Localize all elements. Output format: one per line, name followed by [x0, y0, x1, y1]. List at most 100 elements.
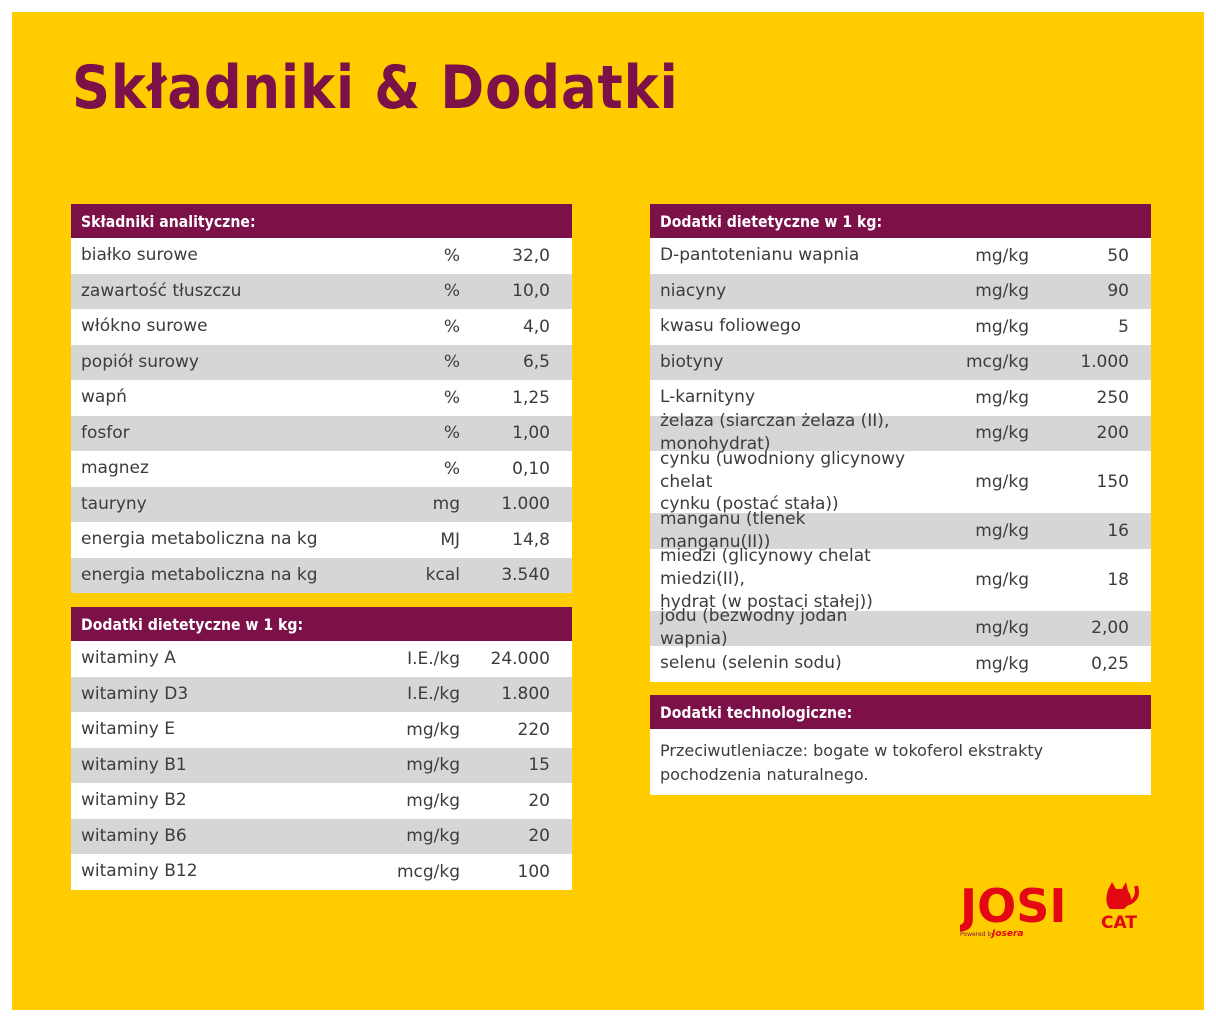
- row-name: magnez: [81, 458, 149, 479]
- row-name: miedzi (glicynowy chelat miedzi(II), hydr…: [660, 546, 873, 612]
- table-row: niacyny mg/kg 90: [650, 273, 1151, 309]
- table-row: żelaza (siarczan żelaza (II), monohydrat…: [650, 411, 1151, 454]
- row-unit: %: [443, 458, 460, 479]
- row-name: witaminy B1: [81, 754, 187, 775]
- row-value: 6,5: [522, 352, 550, 373]
- row-name: L-karnityny: [660, 387, 756, 408]
- table-row: selenu (selenin sodu) mg/kg 0,25: [650, 646, 1151, 682]
- row-value: 2,00: [1091, 618, 1129, 639]
- row-unit: mg/kg: [975, 472, 1029, 492]
- row-value: 1,25: [512, 387, 550, 408]
- row-unit: mg/kg: [975, 569, 1029, 590]
- row-unit: mg/kg: [975, 245, 1029, 266]
- row-unit: mcg/kg: [396, 861, 460, 882]
- row-unit: mg/kg: [975, 316, 1029, 337]
- row-value: 1.000: [501, 494, 550, 515]
- table-row: zawartość tłuszczu% 10,0: [71, 273, 572, 309]
- row-unit: mg/kg: [975, 387, 1029, 408]
- row-name: witaminy B12: [81, 861, 198, 882]
- row-unit: kcal: [425, 565, 460, 586]
- row-name: witaminy D3: [81, 683, 189, 704]
- row-value: 50: [1107, 245, 1129, 266]
- row-unit: %: [443, 316, 460, 337]
- row-value: 3.540: [501, 565, 550, 586]
- row-name: witaminy B6: [81, 825, 187, 846]
- logo-powered: Powered by: [960, 931, 995, 938]
- josi-cat-logo: JOSI CAT Powered by Josera: [957, 878, 1150, 939]
- table-row: magnez% 0,10: [71, 451, 572, 487]
- row-value: 14,8: [512, 529, 550, 550]
- row-unit: mg/kg: [406, 826, 460, 847]
- row-name: witaminy B2: [81, 790, 187, 811]
- row-name: jodu (bezwodny jodan wapnia): [660, 606, 848, 650]
- row-unit: mg/kg: [975, 618, 1029, 639]
- table-row: tauryny mg 1.000: [71, 486, 572, 522]
- table-row: D-pantotenianu wapnia mg/kg 50: [650, 238, 1151, 274]
- row-unit: I.E./kg: [407, 684, 460, 705]
- row-name: selenu (selenin sodu): [660, 653, 842, 674]
- row-unit: mg/kg: [975, 520, 1029, 541]
- row-value: 0,25: [1091, 653, 1129, 674]
- table-row: popiół surowy% 6,5: [71, 344, 572, 380]
- vitamins-table: Dodatki dietetyczne w 1 kg: witaminy A I.…: [71, 607, 572, 890]
- table-row: witaminy B12 mcg/kg 100: [71, 854, 572, 890]
- row-name: manganu (tlenek manganu(II)): [660, 508, 806, 552]
- row-value: 20: [528, 826, 550, 847]
- row-value: 4,0: [522, 316, 550, 337]
- row-value: 18: [1107, 569, 1129, 590]
- row-value: 20: [528, 790, 550, 811]
- analytic-table-header: Składniki analityczne:: [71, 204, 572, 238]
- row-unit: I.E./kg: [407, 648, 460, 669]
- row-value: 15: [528, 755, 550, 776]
- logo-brand: JOSI: [960, 879, 1066, 933]
- row-unit: mg/kg: [975, 281, 1029, 302]
- row-value: 220: [517, 719, 550, 740]
- row-unit: mg: [432, 494, 460, 515]
- analytic-rows: białko surowe% 32,0 zawartość tłuszczu% 10,…: [71, 238, 572, 593]
- table-row: manganu (tlenek manganu(II)) mg/kg 16: [650, 509, 1151, 552]
- row-value: 1,00: [512, 423, 550, 444]
- vitamins-table-header: Dodatki dietetyczne w 1 kg:: [71, 607, 572, 641]
- cat-icon: [1106, 882, 1139, 909]
- row-unit: mg/kg: [975, 423, 1029, 444]
- table-row: miedzi (glicynowy chelat miedzi(II), hydr…: [650, 546, 1151, 612]
- table-row: biotyny mcg/kg 1.000: [650, 344, 1151, 380]
- row-name: kwasu foliowego: [660, 316, 801, 337]
- dietary-table: Dodatki dietetyczne w 1 kg: D-pantotenia…: [650, 204, 1151, 682]
- dietary-table-header: Dodatki dietetyczne w 1 kg:: [650, 204, 1151, 238]
- row-name: tauryny: [81, 493, 147, 514]
- analytic-table: Składniki analityczne: białko surowe% 32,…: [71, 204, 572, 593]
- vitamins-rows: witaminy A I.E./kg 24.000 witaminy D3 I.E./k…: [71, 641, 572, 890]
- row-unit: %: [443, 423, 460, 444]
- row-value: 150: [1096, 472, 1129, 492]
- table-row: białko surowe% 32,0: [71, 238, 572, 274]
- logo-sub: CAT: [1101, 913, 1137, 933]
- row-value: 200: [1096, 423, 1129, 444]
- dietary-rows: D-pantotenianu wapnia mg/kg 50 niacyny mg/kg…: [650, 238, 1151, 682]
- table-row: fosfor% 1,00: [71, 415, 572, 451]
- row-unit: mg/kg: [406, 719, 460, 740]
- row-unit: mg/kg: [406, 790, 460, 811]
- row-value: 1.800: [501, 684, 550, 705]
- row-value: 100: [517, 861, 550, 882]
- table-row: włókno surowe% 4,0: [71, 309, 572, 345]
- logo-maker: Josera: [990, 929, 1024, 938]
- row-name: fosfor: [81, 422, 130, 443]
- row-unit: mg/kg: [975, 653, 1029, 674]
- row-name: D-pantotenianu wapnia: [660, 245, 860, 266]
- row-value: 90: [1107, 281, 1129, 302]
- table-row: witaminy B6 mg/kg 20: [71, 818, 572, 854]
- table-row: witaminy D3 I.E./kg 1.800: [71, 676, 572, 712]
- row-value: 250: [1096, 387, 1129, 408]
- row-unit: mcg/kg: [965, 352, 1029, 373]
- tech-text: Przeciwutleniacze: bogate w tokoferol ek…: [660, 741, 1044, 784]
- row-name: niacyny: [660, 280, 727, 301]
- row-name: witaminy A: [81, 648, 176, 669]
- row-value: 1.000: [1080, 352, 1129, 373]
- table-row: wapń% 1,25: [71, 380, 572, 416]
- row-name: zawartość tłuszczu: [81, 280, 242, 301]
- tech-table: Dodatki technologiczne: Przeciwutleniacz…: [650, 695, 1151, 795]
- row-unit: MJ: [440, 529, 460, 550]
- row-value: 5: [1118, 316, 1129, 337]
- row-unit: mg/kg: [406, 755, 460, 776]
